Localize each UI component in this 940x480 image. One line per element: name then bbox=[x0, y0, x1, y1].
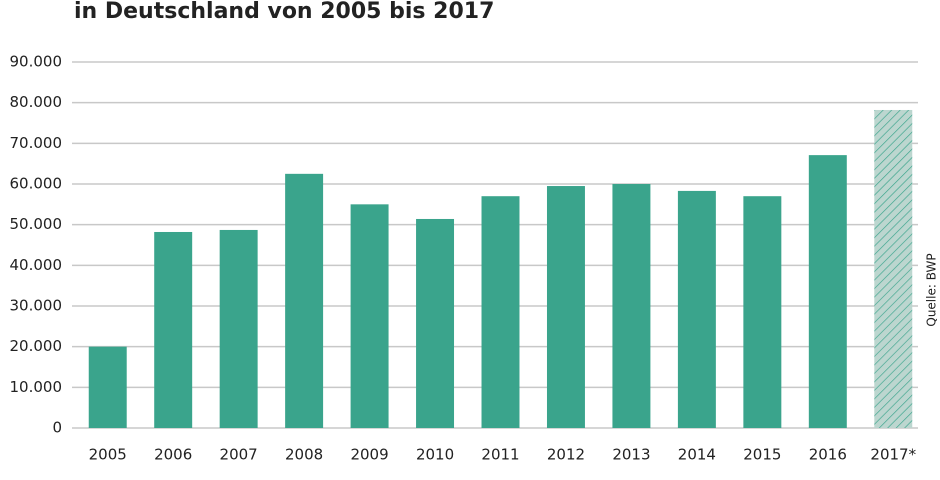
y-tick-label: 30.000 bbox=[10, 297, 63, 315]
x-tick-label: 2006 bbox=[154, 446, 192, 464]
x-tick-label: 2011 bbox=[481, 446, 519, 464]
y-tick-label: 10.000 bbox=[10, 378, 63, 396]
x-tick-label: 2008 bbox=[285, 446, 323, 464]
chart-title: in Deutschland von 2005 bis 2017 bbox=[74, 0, 494, 24]
bar bbox=[350, 204, 389, 428]
y-tick-label: 20.000 bbox=[10, 337, 63, 355]
y-tick-label: 60.000 bbox=[10, 175, 63, 193]
x-tick-label: 2007 bbox=[220, 446, 258, 464]
bar bbox=[154, 231, 193, 428]
y-tick-label: 70.000 bbox=[10, 134, 63, 152]
bar bbox=[612, 184, 651, 428]
bar bbox=[481, 196, 520, 428]
bar bbox=[88, 346, 127, 428]
bar bbox=[808, 155, 847, 429]
bar bbox=[285, 173, 324, 428]
x-tick-label: 2012 bbox=[547, 446, 585, 464]
bar bbox=[219, 229, 258, 428]
bar bbox=[874, 109, 913, 428]
x-tick-label: 2010 bbox=[416, 446, 454, 464]
x-tick-label: 2015 bbox=[743, 446, 781, 464]
bar bbox=[743, 196, 782, 428]
y-tick-label: 0 bbox=[52, 419, 62, 437]
y-tick-label: 50.000 bbox=[10, 215, 63, 233]
x-tick-label: 2014 bbox=[678, 446, 716, 464]
source: Quelle: BWP bbox=[925, 253, 939, 326]
x-tick-label: 2005 bbox=[89, 446, 127, 464]
y-tick-label: 90.000 bbox=[10, 53, 63, 71]
bar bbox=[546, 186, 585, 428]
x-tick-label: 2009 bbox=[350, 446, 388, 464]
x-tick-label: 2017* bbox=[870, 446, 916, 464]
bar bbox=[416, 218, 455, 428]
y-tick-label: 40.000 bbox=[10, 256, 63, 274]
x-tick-label: 2016 bbox=[809, 446, 847, 464]
bar bbox=[677, 190, 716, 428]
x-tick-label: 2013 bbox=[612, 446, 650, 464]
y-tick-label: 80.000 bbox=[10, 93, 63, 111]
